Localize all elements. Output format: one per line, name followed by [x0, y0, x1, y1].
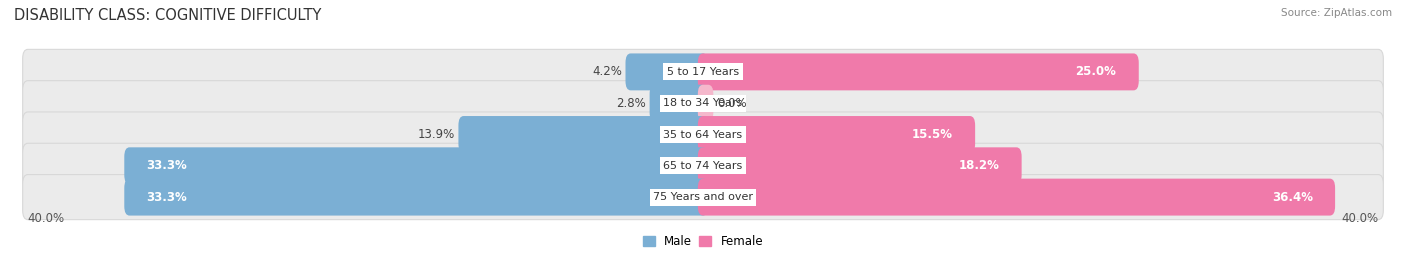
FancyBboxPatch shape [697, 54, 1139, 90]
Text: 15.5%: 15.5% [911, 128, 953, 141]
Text: 18.2%: 18.2% [959, 159, 1000, 172]
FancyBboxPatch shape [22, 49, 1384, 94]
Text: 4.2%: 4.2% [592, 65, 621, 78]
Text: 25.0%: 25.0% [1076, 65, 1116, 78]
Text: 35 to 64 Years: 35 to 64 Years [664, 129, 742, 140]
Text: 75 Years and over: 75 Years and over [652, 192, 754, 202]
Text: 2.8%: 2.8% [616, 97, 647, 110]
Text: 40.0%: 40.0% [28, 212, 65, 225]
Legend: Male, Female: Male, Female [638, 230, 768, 253]
Text: 33.3%: 33.3% [146, 191, 187, 204]
Text: Source: ZipAtlas.com: Source: ZipAtlas.com [1281, 8, 1392, 18]
Text: 0.0%: 0.0% [717, 97, 747, 110]
FancyBboxPatch shape [22, 175, 1384, 220]
FancyBboxPatch shape [22, 81, 1384, 126]
Text: 65 to 74 Years: 65 to 74 Years [664, 161, 742, 171]
FancyBboxPatch shape [22, 143, 1384, 188]
Text: 33.3%: 33.3% [146, 159, 187, 172]
FancyBboxPatch shape [124, 179, 709, 215]
FancyBboxPatch shape [697, 179, 1336, 215]
Text: DISABILITY CLASS: COGNITIVE DIFFICULTY: DISABILITY CLASS: COGNITIVE DIFFICULTY [14, 8, 322, 23]
Text: 5 to 17 Years: 5 to 17 Years [666, 67, 740, 77]
FancyBboxPatch shape [697, 116, 976, 153]
FancyBboxPatch shape [650, 85, 709, 122]
Text: 40.0%: 40.0% [1341, 212, 1378, 225]
Text: 13.9%: 13.9% [418, 128, 456, 141]
Text: 36.4%: 36.4% [1271, 191, 1313, 204]
FancyBboxPatch shape [697, 147, 1022, 184]
FancyBboxPatch shape [697, 85, 713, 122]
FancyBboxPatch shape [22, 112, 1384, 157]
FancyBboxPatch shape [626, 54, 709, 90]
FancyBboxPatch shape [124, 147, 709, 184]
Text: 18 to 34 Years: 18 to 34 Years [664, 98, 742, 108]
FancyBboxPatch shape [458, 116, 709, 153]
